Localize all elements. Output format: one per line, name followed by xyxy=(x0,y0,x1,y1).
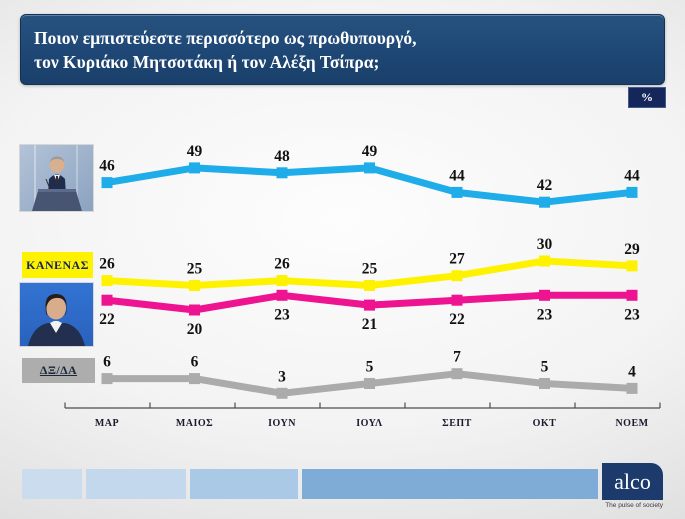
value-label: 7 xyxy=(453,349,461,366)
value-label: 6 xyxy=(191,354,199,371)
value-label: 20 xyxy=(187,321,203,338)
podium xyxy=(32,191,82,211)
category-label: ΣΕΠΤ xyxy=(442,418,472,429)
bottom-stripe xyxy=(22,469,598,499)
mitsotakis-photo xyxy=(20,145,93,211)
value-label: 23 xyxy=(537,306,553,323)
mitsotakis-photo-image xyxy=(20,145,93,211)
value-label: 44 xyxy=(449,167,465,184)
value-label: 42 xyxy=(537,177,553,194)
value-label: 21 xyxy=(362,316,378,333)
value-label: 5 xyxy=(541,359,549,376)
value-label: 30 xyxy=(537,236,553,253)
value-label: 49 xyxy=(187,143,203,160)
category-label: ΟΚΤ xyxy=(533,418,557,429)
data-point-marker xyxy=(626,382,638,394)
value-label: 26 xyxy=(274,256,290,273)
data-point-marker xyxy=(189,280,200,291)
alco-logo-tagline: The pulse of society xyxy=(605,502,663,509)
stripe-segment xyxy=(302,469,598,499)
data-point-marker xyxy=(101,373,113,385)
data-point-marker xyxy=(101,275,113,287)
category-label: ΙΟΥΝ xyxy=(268,418,296,429)
question-title-line2: τον Κυριάκο Μητσοτάκη ή τον Αλέξη Τσίπρα… xyxy=(34,52,380,73)
category-label: ΜΑΡ xyxy=(95,418,119,429)
value-label: 44 xyxy=(624,167,640,184)
category-label: ΝΟΕΜ xyxy=(615,418,648,429)
data-point-marker xyxy=(189,304,200,316)
data-point-marker xyxy=(539,196,550,208)
data-point-marker xyxy=(539,255,550,267)
data-point-marker xyxy=(189,162,200,174)
question-title-line1: Ποιον εμπιστεύεστε περισσότερο ως πρωθυπ… xyxy=(34,28,417,48)
data-point-marker xyxy=(364,299,375,311)
value-label: 5 xyxy=(366,359,374,376)
value-label: 6 xyxy=(103,354,111,371)
data-point-marker xyxy=(276,387,288,399)
data-point-marker xyxy=(451,270,463,282)
alco-logo: alco xyxy=(602,463,663,500)
data-point-marker xyxy=(451,368,463,380)
value-label: 23 xyxy=(274,306,290,323)
data-point-marker xyxy=(626,289,638,301)
stripe-segment xyxy=(86,469,186,499)
data-point-marker xyxy=(364,280,375,291)
data-point-marker xyxy=(364,378,375,389)
politician-suit xyxy=(28,323,85,346)
value-label: 46 xyxy=(99,158,115,175)
value-label: 27 xyxy=(449,251,465,268)
value-label: 4 xyxy=(628,363,636,380)
value-label: 22 xyxy=(99,311,115,328)
politician-face xyxy=(46,296,66,320)
series-label-dxda: ΔΞ/ΔΑ xyxy=(22,358,95,383)
data-point-marker xyxy=(101,294,113,306)
data-point-marker xyxy=(626,186,638,198)
value-label: 23 xyxy=(624,306,640,323)
value-label: 22 xyxy=(449,311,465,328)
category-label: ΙΟΥΛ xyxy=(356,418,383,429)
category-label: ΜΑΙΟΣ xyxy=(176,418,213,429)
value-label: 48 xyxy=(274,148,290,165)
stripe-segment xyxy=(190,469,298,499)
data-point-marker xyxy=(276,289,288,301)
series-label-kanenas: ΚΑΝΕΝΑΣ xyxy=(22,252,93,278)
data-point-marker xyxy=(539,378,550,389)
data-point-marker xyxy=(626,260,638,272)
data-point-marker xyxy=(451,294,463,306)
value-label: 49 xyxy=(362,143,378,160)
data-point-marker xyxy=(364,162,375,174)
data-point-marker xyxy=(101,177,113,189)
data-point-marker xyxy=(189,373,200,385)
data-point-marker xyxy=(276,167,288,179)
stripe-segment xyxy=(22,469,82,499)
alco-logo-text: alco xyxy=(614,468,651,494)
dk-label-text: ΔΞ/ΔΑ xyxy=(39,363,78,377)
percent-badge: % xyxy=(628,87,666,108)
value-label: 25 xyxy=(187,261,203,278)
tsipras-photo-image xyxy=(20,283,93,346)
data-point-marker xyxy=(451,186,463,198)
value-label: 29 xyxy=(624,241,640,258)
data-point-marker xyxy=(539,289,550,301)
tsipras-photo xyxy=(20,283,93,346)
question-title: Ποιον εμπιστεύεστε περισσότερο ως πρωθυπ… xyxy=(20,14,665,85)
politician-face xyxy=(49,157,65,173)
value-label: 3 xyxy=(278,368,286,385)
value-label: 25 xyxy=(362,261,378,278)
data-point-marker xyxy=(276,275,288,287)
value-label: 26 xyxy=(99,256,115,273)
